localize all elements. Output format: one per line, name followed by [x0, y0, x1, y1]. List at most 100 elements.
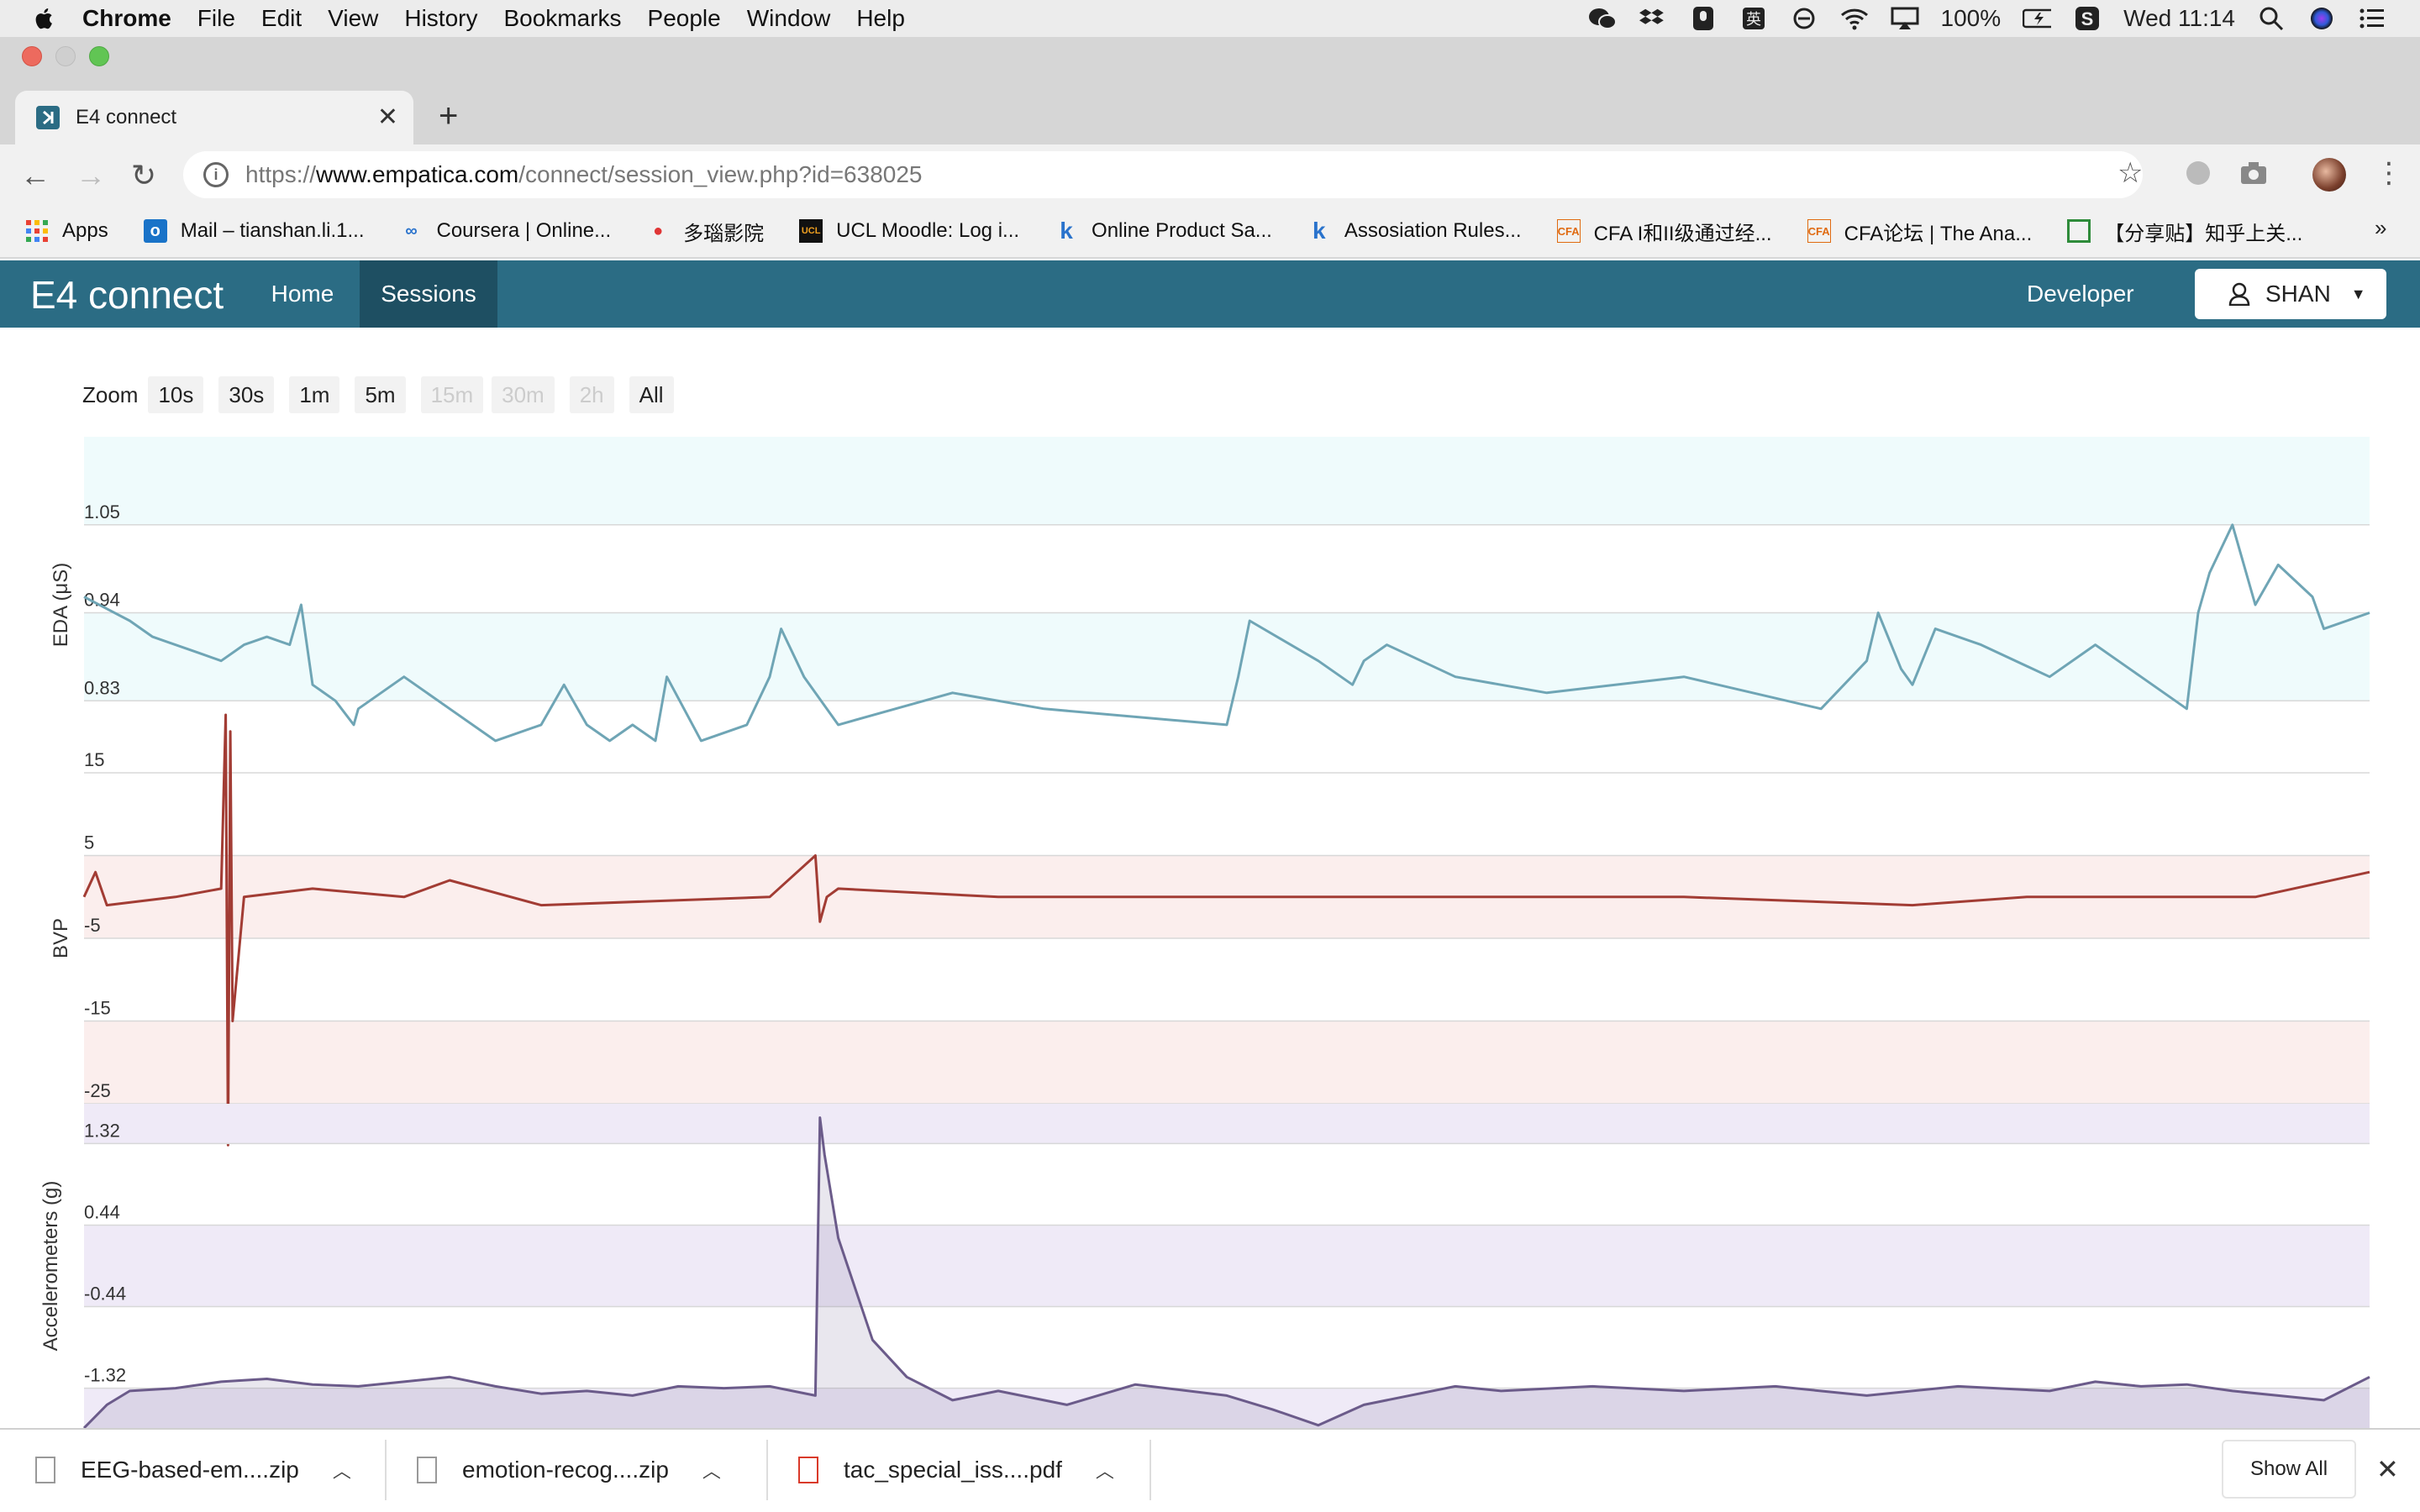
zoom-15m-button[interactable]: 15m [420, 376, 484, 413]
bookmark-cfa-2[interactable]: CFA CFA论坛 | The Ana... [1807, 217, 2032, 246]
menu-history[interactable]: History [404, 5, 478, 31]
plot-band [84, 612, 2370, 701]
y-tick-label: -25 [84, 1080, 111, 1101]
y-axis-title: BVP [50, 918, 72, 958]
zoom-30m-button[interactable]: 30m [492, 376, 555, 413]
wechat-icon[interactable] [1588, 6, 1617, 31]
app-s-icon[interactable]: S [2073, 6, 2102, 31]
dropbox-icon[interactable] [1639, 6, 1667, 31]
coursera-icon: ∞ [405, 221, 418, 240]
y-tick-label: 0.44 [84, 1201, 120, 1222]
bookmark-online-product[interactable]: k Online Product Sa... [1055, 218, 1272, 244]
apple-menu-icon[interactable] [34, 7, 54, 30]
forward-arrow-icon[interactable]: → [76, 158, 106, 192]
y-tick-label: 5 [84, 832, 94, 853]
bookmarks-overflow-icon[interactable]: » [2375, 215, 2387, 240]
tab-close-icon[interactable]: ✕ [376, 103, 398, 131]
zoom-10s-button[interactable]: 10s [148, 376, 204, 413]
bookmark-label: 【分享贴】知乎上关... [2104, 222, 2303, 245]
bookmark-cfa-1[interactable]: CFA CFA I和II级通过经... [1556, 217, 1772, 246]
battery-icon[interactable] [2023, 6, 2052, 31]
reload-icon[interactable]: ↻ [131, 158, 157, 192]
y-axis-title: EDA (μS) [50, 563, 72, 648]
bookmark-ucl-moodle[interactable]: UCL UCL Moodle: Log i... [799, 219, 1019, 243]
notification-center-icon[interactable] [2358, 6, 2386, 31]
zip-file-icon [35, 1457, 55, 1483]
download-item-3[interactable]: tac_special_iss....pdf ︿ [798, 1445, 1114, 1495]
bookmark-star-icon[interactable]: ☆ [2118, 157, 2144, 189]
zoom-all-button[interactable]: All [629, 376, 674, 413]
sync-icon[interactable] [1790, 6, 1818, 31]
y-tick-label: -1.32 [84, 1365, 126, 1386]
download-item-1[interactable]: EEG-based-em....zip ︿ [35, 1445, 351, 1495]
airplay-icon[interactable] [1891, 6, 1919, 31]
chevron-up-icon[interactable]: ︿ [702, 1461, 721, 1482]
tab-e4-connect[interactable]: E4 connect ✕ [15, 91, 413, 144]
window-close-button[interactable] [22, 46, 42, 66]
nav-developer[interactable]: Developer [2027, 281, 2134, 307]
pdf-file-icon [798, 1457, 818, 1483]
bookmark-label: 多瑙影院 [683, 222, 765, 245]
camera-extension-icon[interactable] [2240, 161, 2267, 185]
plot-band [84, 1104, 2370, 1144]
menu-app-name[interactable]: Chrome [82, 5, 171, 31]
ucl-icon: UCL [799, 219, 823, 243]
window-minimize-button[interactable] [55, 46, 76, 66]
bookmarks-bar: Apps o Mail – tianshan.li.1... ∞ Courser… [0, 205, 2420, 259]
e4-favicon-icon [36, 106, 60, 129]
user-menu-button[interactable]: SHAN ▼ [2195, 269, 2386, 319]
nav-sessions[interactable]: Sessions [360, 260, 497, 328]
menu-clock[interactable]: Wed 11:14 [2123, 5, 2235, 31]
zoom-30s-button[interactable]: 30s [218, 376, 275, 413]
menu-bookmarks[interactable]: Bookmarks [503, 5, 622, 31]
nav-home[interactable]: Home [271, 281, 334, 307]
bookmark-apps[interactable]: Apps [25, 219, 108, 243]
window-title-strip [0, 37, 2420, 76]
bookmark-label: CFA I和II级通过经... [1593, 222, 1772, 245]
bookmark-zhihu-share[interactable]: 【分享贴】知乎上关... [2067, 217, 2302, 246]
address-bar[interactable]: i https://www.empatica.com/connect/sessi… [183, 151, 2143, 198]
k-icon: k [1313, 218, 1326, 244]
bookmark-assosiation-rules[interactable]: k Assosiation Rules... [1307, 218, 1522, 244]
back-arrow-icon[interactable]: ← [20, 158, 50, 192]
menu-edit[interactable]: Edit [260, 5, 302, 31]
zoom-1m-button[interactable]: 1m [289, 376, 340, 413]
bookmark-coursera[interactable]: ∞ Coursera | Online... [399, 219, 611, 243]
menu-window[interactable]: Window [746, 5, 831, 31]
y-tick-label: -15 [84, 998, 111, 1019]
bookmark-video-site[interactable]: ● 多瑙影院 [646, 217, 764, 246]
siri-icon[interactable] [2307, 6, 2336, 31]
url-host: www.empatica.com [316, 161, 519, 187]
input-method-icon[interactable]: 英 [1739, 6, 1768, 31]
site-info-icon[interactable]: i [203, 162, 229, 187]
menu-view[interactable]: View [328, 5, 379, 31]
bookmark-mail[interactable]: o Mail – tianshan.li.1... [143, 219, 364, 243]
zoom-5m-button[interactable]: 5m [355, 376, 406, 413]
share-icon [2067, 219, 2091, 243]
profile-avatar[interactable] [2312, 158, 2346, 192]
divider [1150, 1440, 1151, 1500]
menu-people[interactable]: People [647, 5, 721, 31]
menu-help[interactable]: Help [856, 5, 905, 31]
wifi-icon[interactable] [1840, 6, 1869, 31]
divider [385, 1440, 387, 1500]
new-tab-icon[interactable]: + [439, 97, 459, 134]
caret-down-icon: ▼ [2350, 285, 2366, 302]
bookmark-label: Online Product Sa... [1092, 219, 1272, 242]
close-shelf-icon[interactable]: ✕ [2376, 1454, 2399, 1484]
chrome-menu-icon[interactable]: ⋮ [2375, 157, 2403, 189]
bookmark-label: Coursera | Online... [436, 219, 612, 242]
zoom-2h-button[interactable]: 2h [569, 376, 614, 413]
extension-circle-icon[interactable] [2186, 161, 2210, 185]
download-item-2[interactable]: emotion-recog....zip ︿ [417, 1445, 721, 1495]
window-zoom-button[interactable] [89, 46, 109, 66]
brand-logo[interactable]: E4 connect [30, 273, 224, 317]
show-all-downloads-button[interactable]: Show All [2222, 1440, 2356, 1499]
menu-file[interactable]: File [197, 5, 235, 31]
chevron-up-icon[interactable]: ︿ [332, 1461, 351, 1482]
app-navbar: E4 connect Home Sessions Developer [0, 260, 2420, 328]
spotlight-search-icon[interactable] [2257, 6, 2286, 31]
chevron-up-icon[interactable]: ︿ [1095, 1461, 1114, 1482]
microphone-icon[interactable] [1689, 6, 1718, 31]
